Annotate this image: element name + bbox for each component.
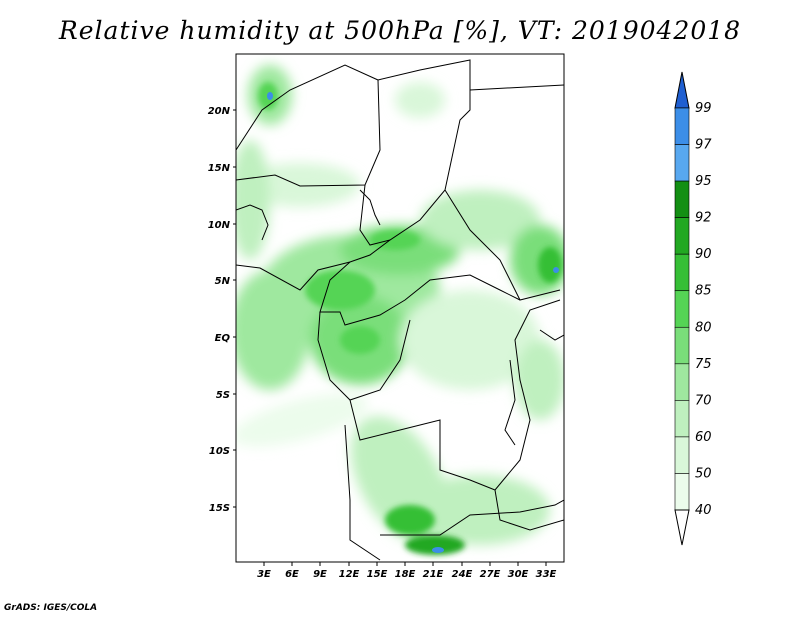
lon-label-18e: 18E bbox=[395, 569, 416, 580]
colorbar-box bbox=[674, 253, 690, 292]
lat-label-10s: 10S bbox=[209, 446, 230, 457]
lat-axis: 20N 15N 10N 5N EQ 5S 10S 15S bbox=[208, 106, 236, 514]
colorbar-box bbox=[674, 107, 690, 145]
colorbar-box bbox=[674, 436, 690, 474]
colorbar-label: 99 bbox=[695, 101, 712, 116]
colorbar: 99 97 95 92 90 85 80 75 70 60 50 40 bbox=[674, 71, 712, 546]
colorbar-top-arrow bbox=[674, 71, 690, 109]
colorbar-label: 90 bbox=[695, 247, 712, 262]
colorbar-box bbox=[674, 290, 690, 328]
lat-label-20n: 20N bbox=[208, 106, 231, 117]
colorbar-label: 70 bbox=[695, 393, 712, 408]
lat-label-10n: 10N bbox=[208, 220, 231, 231]
lon-label-12e: 12E bbox=[339, 569, 360, 580]
map-frame bbox=[235, 53, 565, 563]
colorbar-box bbox=[674, 180, 690, 218]
lon-label-6e: 6E bbox=[285, 569, 299, 580]
lat-label-5n: 5N bbox=[215, 276, 231, 287]
colorbar-bottom-arrow bbox=[674, 509, 690, 546]
lon-label-21e: 21E bbox=[423, 569, 444, 580]
lon-label-9e: 9E bbox=[313, 569, 327, 580]
colorbar-label: 85 bbox=[695, 284, 712, 299]
lat-label-5s: 5S bbox=[216, 390, 230, 401]
lat-label-eq: EQ bbox=[215, 333, 231, 344]
lat-label-15n: 15N bbox=[208, 163, 231, 174]
colorbar-label: 60 bbox=[695, 430, 712, 445]
lat-label-15s: 15S bbox=[209, 503, 230, 514]
lon-label-3e: 3E bbox=[257, 569, 271, 580]
colorbar-label: 92 bbox=[695, 211, 712, 226]
colorbar-box bbox=[674, 363, 690, 401]
lon-label-27e: 27E bbox=[480, 569, 501, 580]
lon-label-33e: 33E bbox=[536, 569, 557, 580]
colorbar-label: 97 bbox=[695, 138, 712, 153]
colorbar-label: 75 bbox=[695, 357, 712, 372]
colorbar-box bbox=[674, 217, 690, 255]
chart-title: Relative humidity at 500hPa [%], VT: 201… bbox=[58, 16, 742, 45]
lon-label-24e: 24E bbox=[452, 569, 473, 580]
lon-axis: 3E 6E 9E 12E 15E 18E 21E 24E 27E 30E 33E bbox=[257, 562, 557, 580]
colorbar-label: 50 bbox=[695, 466, 712, 481]
colorbar-label: 40 bbox=[695, 503, 712, 518]
humidity-field bbox=[236, 65, 564, 555]
colorbar-box bbox=[674, 326, 690, 365]
lon-label-30e: 30E bbox=[508, 569, 529, 580]
colorbar-box bbox=[674, 473, 690, 511]
country-borders bbox=[236, 59, 564, 561]
colorbar-label: 95 bbox=[695, 174, 712, 189]
credit-text: GrADS: IGES/COLA bbox=[4, 603, 98, 613]
lon-label-15e: 15E bbox=[367, 569, 388, 580]
colorbar-box bbox=[674, 400, 690, 438]
colorbar-label: 80 bbox=[695, 320, 712, 335]
colorbar-box bbox=[674, 144, 690, 182]
